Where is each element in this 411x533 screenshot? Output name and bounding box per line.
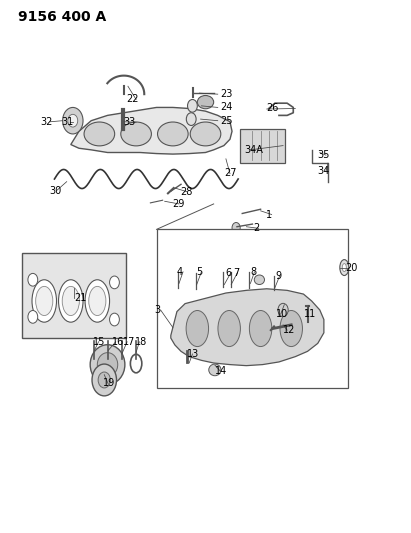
Text: 23: 23: [220, 89, 232, 99]
Text: 16: 16: [112, 337, 124, 347]
Text: 15: 15: [93, 337, 106, 347]
Ellipse shape: [340, 260, 349, 276]
Text: 24: 24: [220, 102, 232, 112]
Bar: [157, 229, 349, 389]
Text: 18: 18: [135, 337, 148, 347]
Text: 14: 14: [215, 366, 227, 376]
FancyBboxPatch shape: [240, 128, 285, 163]
Circle shape: [232, 222, 240, 233]
Circle shape: [28, 273, 38, 286]
Text: 4: 4: [177, 267, 183, 277]
Text: 27: 27: [224, 168, 236, 177]
Text: 17: 17: [123, 337, 135, 347]
Ellipse shape: [280, 311, 302, 346]
Ellipse shape: [218, 311, 240, 346]
Text: 31: 31: [62, 117, 74, 127]
Ellipse shape: [254, 275, 265, 285]
Ellipse shape: [190, 122, 221, 146]
Text: 30: 30: [50, 185, 62, 196]
Text: 9156 400 A: 9156 400 A: [18, 10, 106, 25]
Text: 5: 5: [196, 267, 203, 277]
Text: 13: 13: [187, 349, 199, 359]
Text: 9: 9: [276, 271, 282, 280]
Ellipse shape: [62, 286, 79, 316]
Ellipse shape: [342, 264, 346, 271]
Text: 3: 3: [155, 305, 161, 315]
Circle shape: [186, 113, 196, 125]
Ellipse shape: [36, 286, 53, 316]
Ellipse shape: [85, 280, 110, 322]
Circle shape: [98, 372, 111, 388]
Text: 35: 35: [318, 150, 330, 160]
Polygon shape: [171, 289, 324, 366]
Ellipse shape: [209, 364, 221, 376]
Text: 8: 8: [250, 267, 256, 277]
Text: 34: 34: [318, 166, 330, 176]
Circle shape: [68, 114, 78, 127]
Text: 26: 26: [266, 103, 278, 114]
Text: 12: 12: [283, 325, 296, 335]
Text: 10: 10: [276, 309, 288, 319]
Text: 29: 29: [172, 199, 185, 209]
Circle shape: [187, 100, 197, 112]
Polygon shape: [71, 108, 232, 154]
Text: 20: 20: [346, 263, 358, 272]
Ellipse shape: [97, 353, 118, 376]
Text: 28: 28: [180, 187, 193, 197]
Text: 34A: 34A: [244, 145, 263, 155]
Text: 21: 21: [74, 293, 86, 303]
Text: 6: 6: [225, 268, 231, 278]
Ellipse shape: [58, 280, 83, 322]
Ellipse shape: [89, 286, 106, 316]
Text: 25: 25: [220, 116, 232, 126]
Text: 22: 22: [126, 94, 139, 104]
Text: 19: 19: [103, 378, 115, 388]
Circle shape: [28, 311, 38, 323]
Ellipse shape: [249, 311, 272, 346]
Circle shape: [92, 364, 116, 396]
Text: 33: 33: [123, 117, 135, 127]
Ellipse shape: [278, 303, 288, 317]
Ellipse shape: [32, 280, 56, 322]
Ellipse shape: [197, 95, 214, 109]
Ellipse shape: [84, 122, 115, 146]
Circle shape: [62, 108, 83, 134]
Ellipse shape: [157, 122, 188, 146]
Ellipse shape: [186, 311, 208, 346]
Circle shape: [110, 313, 119, 326]
Circle shape: [110, 276, 119, 289]
Text: 7: 7: [233, 268, 240, 278]
FancyBboxPatch shape: [22, 253, 126, 338]
Ellipse shape: [90, 345, 125, 384]
Text: 1: 1: [266, 209, 272, 220]
Text: 2: 2: [253, 223, 259, 233]
Ellipse shape: [121, 122, 151, 146]
Text: 11: 11: [303, 309, 316, 319]
Text: 32: 32: [40, 117, 53, 127]
